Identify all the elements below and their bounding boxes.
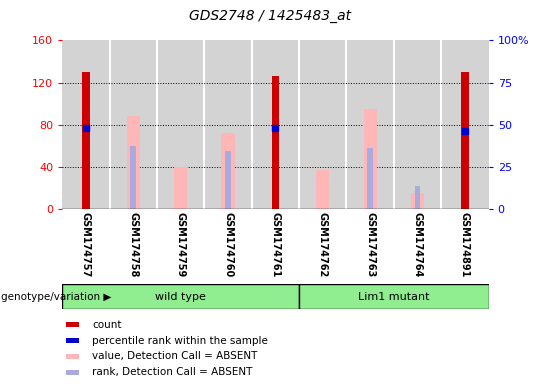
Bar: [62, 284, 299, 309]
Bar: [367, 148, 373, 209]
Text: GSM174762: GSM174762: [318, 212, 328, 277]
Bar: [157, 40, 204, 209]
Text: Lim1 mutant: Lim1 mutant: [358, 291, 430, 302]
Text: count: count: [92, 320, 122, 330]
Bar: [347, 40, 394, 209]
Text: GSM174763: GSM174763: [365, 212, 375, 277]
Text: GSM174757: GSM174757: [81, 212, 91, 277]
Bar: [66, 338, 79, 343]
Text: GSM174758: GSM174758: [128, 212, 138, 277]
Bar: [461, 72, 469, 209]
Bar: [299, 40, 347, 209]
Bar: [411, 194, 424, 209]
Bar: [110, 40, 157, 209]
Bar: [66, 370, 79, 375]
Text: GSM174759: GSM174759: [176, 212, 186, 277]
Bar: [126, 116, 140, 209]
Bar: [66, 354, 79, 359]
Text: GDS2748 / 1425483_at: GDS2748 / 1425483_at: [189, 8, 351, 23]
Text: value, Detection Call = ABSENT: value, Detection Call = ABSENT: [92, 351, 258, 361]
Bar: [394, 40, 441, 209]
Text: GSM174760: GSM174760: [223, 212, 233, 277]
Text: GSM174764: GSM174764: [413, 212, 423, 277]
Text: GSM174891: GSM174891: [460, 212, 470, 277]
Bar: [299, 284, 489, 309]
Bar: [225, 151, 231, 209]
Bar: [62, 40, 110, 209]
Bar: [441, 40, 489, 209]
Text: GSM174761: GSM174761: [271, 212, 280, 277]
Bar: [221, 133, 235, 209]
Text: genotype/variation ▶: genotype/variation ▶: [1, 291, 111, 302]
Bar: [415, 186, 421, 209]
Text: wild type: wild type: [155, 291, 206, 302]
Bar: [316, 170, 329, 209]
Bar: [252, 40, 299, 209]
Bar: [272, 76, 279, 209]
Bar: [204, 40, 252, 209]
Text: rank, Detection Call = ABSENT: rank, Detection Call = ABSENT: [92, 367, 252, 377]
Bar: [82, 72, 90, 209]
Bar: [66, 323, 79, 328]
Bar: [363, 109, 377, 209]
Bar: [174, 167, 187, 209]
Bar: [130, 146, 136, 209]
Text: percentile rank within the sample: percentile rank within the sample: [92, 336, 268, 346]
